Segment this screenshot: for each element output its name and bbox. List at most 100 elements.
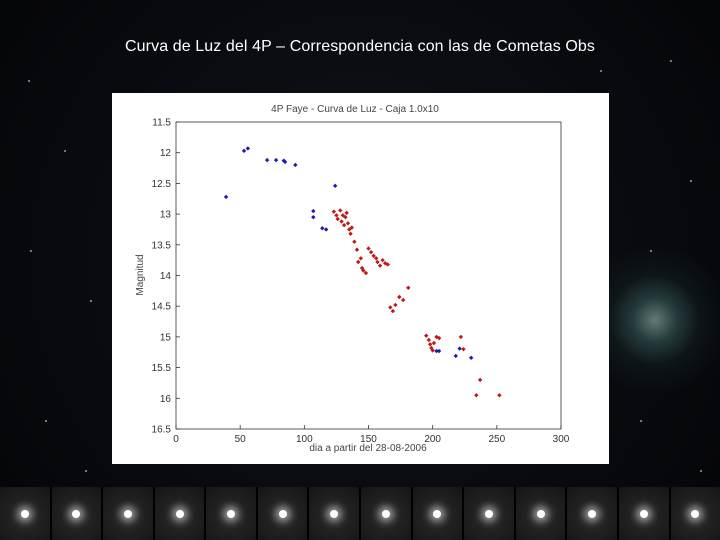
comet-thumbnail <box>309 487 360 540</box>
data-point <box>474 393 479 398</box>
data-point <box>340 213 346 218</box>
data-point <box>368 249 374 255</box>
data-point <box>311 208 316 214</box>
y-tick-label: 12.5 <box>152 179 172 190</box>
x-tick-label: 200 <box>424 434 441 445</box>
star <box>30 250 32 252</box>
comet-thumbnail <box>206 487 256 540</box>
data-point <box>468 355 474 360</box>
x-tick-label: 50 <box>235 434 247 445</box>
data-point <box>344 210 349 216</box>
y-tick-label: 12 <box>160 148 172 159</box>
data-point <box>431 340 437 346</box>
data-point <box>293 162 298 168</box>
data-point <box>374 256 379 261</box>
data-point <box>343 214 348 220</box>
axis-ticks: 0 50 100 150 200 250 300 11.5 12 12.5 13 13.5 14 14.5… <box>152 118 570 446</box>
data-point <box>393 302 398 308</box>
data-point <box>273 157 279 163</box>
y-tick-label: 13 <box>160 210 172 221</box>
data-point <box>223 194 229 200</box>
x-tick-label: 250 <box>488 434 505 445</box>
star <box>45 420 47 422</box>
data-point <box>334 213 339 218</box>
data-point <box>371 253 376 259</box>
data-point <box>348 231 353 236</box>
comet-thumbnail <box>464 487 514 540</box>
star <box>600 70 602 72</box>
comet-image-strip <box>0 487 720 540</box>
y-tick-label: 15 <box>160 332 172 343</box>
data-point <box>397 294 402 300</box>
comet-thumbnail <box>567 487 617 540</box>
comet-thumbnail <box>257 487 308 540</box>
comet-thumbnail <box>515 487 566 540</box>
data-point <box>282 159 288 165</box>
data-point <box>427 342 433 347</box>
star <box>700 470 702 472</box>
x-tick-label: 100 <box>296 434 313 445</box>
data-point <box>320 226 325 231</box>
star <box>64 150 66 152</box>
data-point <box>241 148 247 154</box>
x-tick-label: 150 <box>360 434 377 445</box>
data-point <box>366 246 371 251</box>
data-point <box>354 247 360 252</box>
data-point <box>245 146 251 151</box>
y-tick-label: 16 <box>160 394 172 405</box>
data-point <box>363 270 369 276</box>
data-point <box>311 214 316 220</box>
chart-title: 4P Faye - Curva de Luz - Caja 1.0x10 <box>271 104 439 115</box>
plot-area <box>175 121 562 430</box>
data-point <box>457 346 462 351</box>
comet-thumbnail <box>412 487 463 540</box>
comet-thumbnail <box>670 487 720 540</box>
star <box>650 250 652 252</box>
comet-thumbnail <box>618 487 669 540</box>
data-point <box>332 183 338 189</box>
star <box>28 80 30 82</box>
data-point <box>338 208 343 213</box>
x-tick-label: 0 <box>173 434 179 445</box>
comet-thumbnail <box>361 487 411 540</box>
star <box>640 420 642 422</box>
data-point <box>339 219 344 224</box>
data-point <box>323 227 329 232</box>
star <box>670 60 672 62</box>
data-point <box>390 308 396 314</box>
x-axis-label: dia a partir del 28-08-2006 <box>309 443 427 454</box>
star <box>85 470 87 472</box>
data-point <box>380 257 385 263</box>
chart-panel: 4P Faye - Curva de Luz - Caja 1.0x10 0 50… <box>112 93 609 464</box>
data-point <box>356 259 361 265</box>
data-point <box>430 348 435 353</box>
data-point <box>385 262 390 267</box>
data-point <box>461 346 466 352</box>
y-tick-label: 16.5 <box>152 425 172 436</box>
data-point <box>352 239 357 244</box>
y-tick-label: 15.5 <box>152 363 172 374</box>
data-point <box>497 393 502 398</box>
data-point <box>436 348 442 354</box>
data-point <box>436 335 442 341</box>
data-point <box>349 225 355 230</box>
data-point <box>400 297 406 303</box>
data-point <box>453 353 458 359</box>
data-point <box>388 305 393 310</box>
comet-thumbnail <box>103 487 153 540</box>
x-tick-label: 300 <box>553 434 570 445</box>
light-curve-chart: 4P Faye - Curva de Luz - Caja 1.0x10 0 50… <box>135 104 570 454</box>
data-point <box>458 334 464 340</box>
data-points <box>223 146 502 398</box>
star <box>90 300 92 302</box>
star <box>690 180 692 182</box>
comet-thumbnail <box>51 487 102 540</box>
data-point <box>375 259 380 265</box>
data-point <box>424 333 429 338</box>
data-point <box>345 221 351 226</box>
data-point <box>361 268 366 273</box>
y-tick-label: 13.5 <box>152 240 172 251</box>
data-point <box>377 263 383 268</box>
data-point <box>347 227 352 232</box>
data-point <box>335 216 340 222</box>
